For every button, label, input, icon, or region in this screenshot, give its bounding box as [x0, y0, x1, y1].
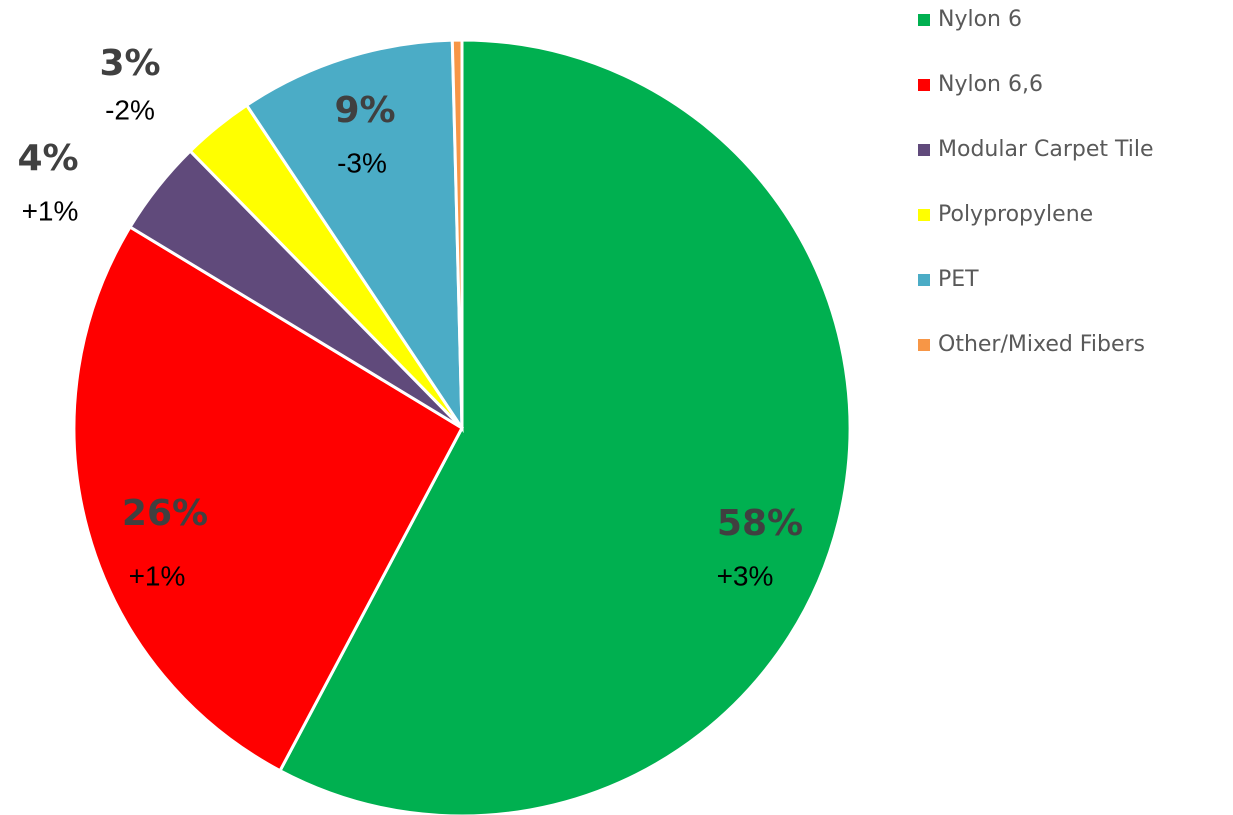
value-label: 26%: [122, 493, 208, 534]
value-label: 3%: [99, 43, 160, 84]
pie-slice: [72, 224, 464, 773]
legend-label: Nylon 6,6: [938, 72, 1043, 97]
legend-swatch: [918, 144, 930, 156]
legend-swatch: [918, 79, 930, 91]
legend-label: PET: [938, 267, 979, 292]
change-label: +1%: [129, 560, 186, 591]
change-label: +3%: [717, 560, 774, 591]
legend-swatch: [918, 14, 930, 26]
pie-slice: [278, 38, 852, 815]
value-label: 58%: [717, 503, 803, 544]
change-label: -2%: [105, 94, 155, 125]
pie-slice: [244, 38, 464, 434]
change-label: +1%: [22, 195, 79, 226]
legend-label: Modular Carpet Tile: [938, 137, 1154, 162]
change-label: -3%: [337, 147, 387, 178]
legend-swatch: [918, 339, 930, 351]
legend-label: Other/Mixed Fibers: [938, 332, 1145, 357]
legend-swatch: [918, 209, 930, 221]
legend-swatch: [918, 274, 930, 286]
pie-slice: [450, 38, 464, 429]
value-label: 4%: [17, 138, 78, 179]
value-label: 9%: [334, 90, 395, 131]
legend-label: Polypropylene: [938, 202, 1093, 227]
legend-label: Nylon 6: [938, 7, 1022, 32]
